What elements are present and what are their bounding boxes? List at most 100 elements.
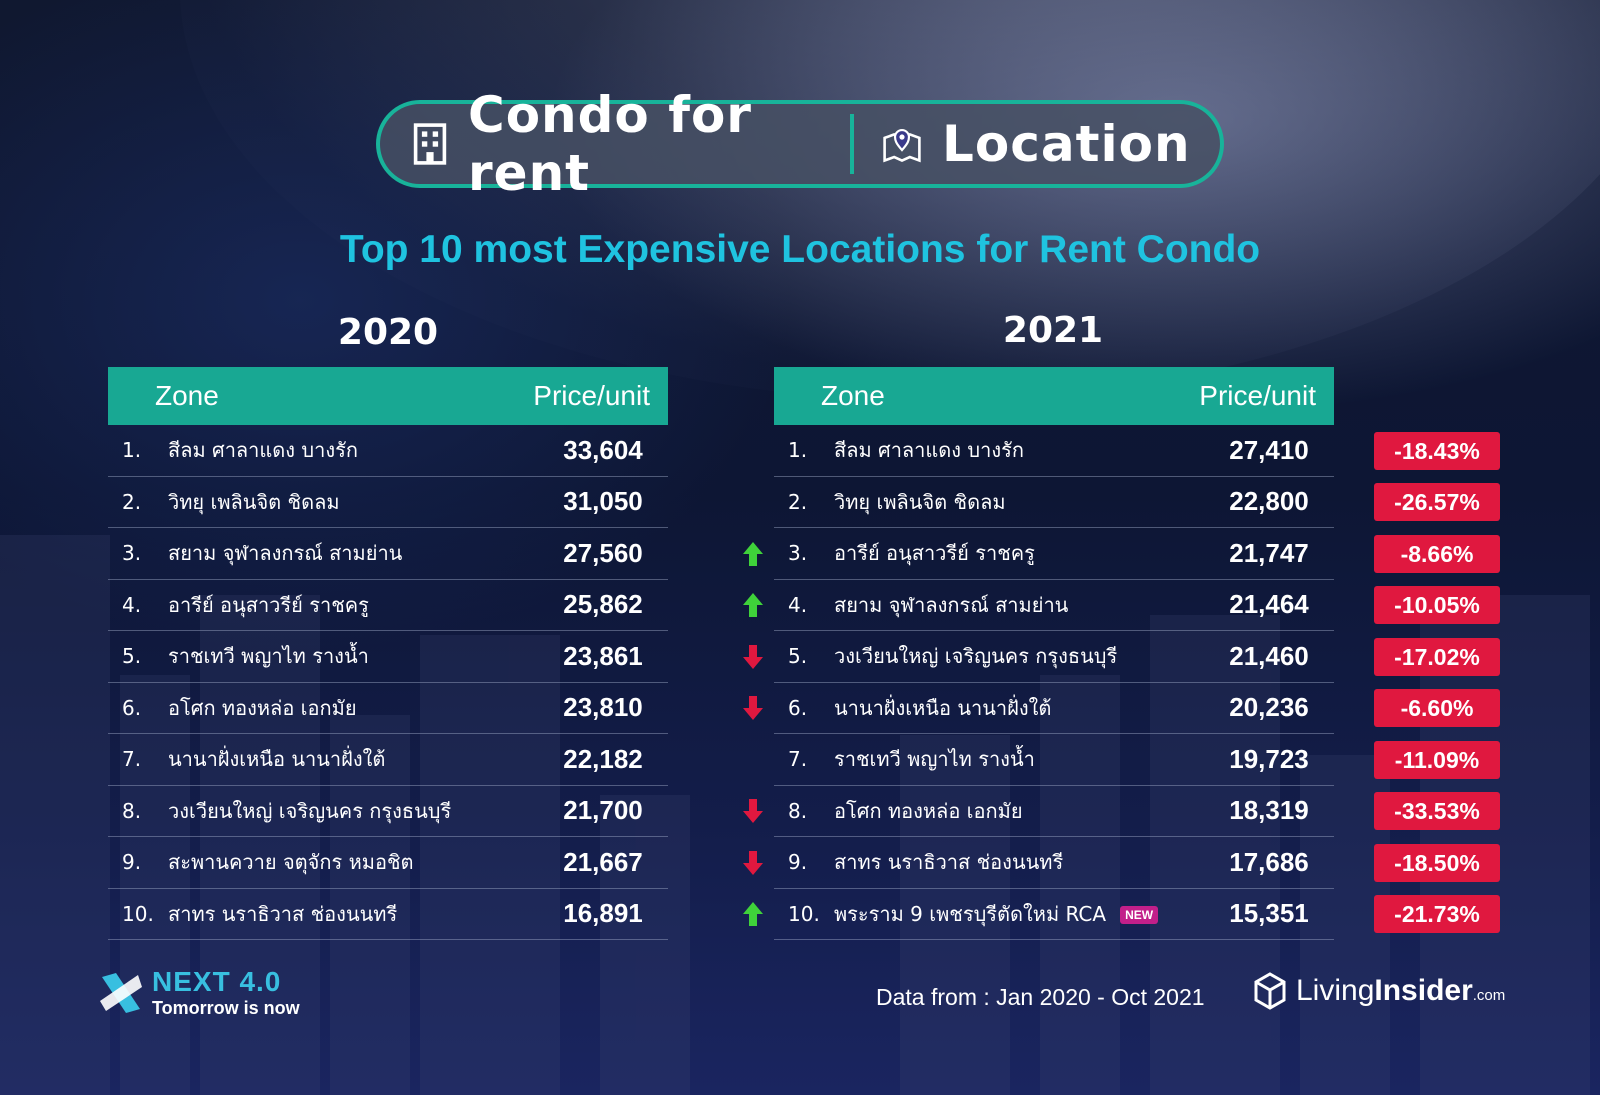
year-2020-label: 2020 [337,312,439,353]
rank-number: 5. [788,644,808,669]
header-left-title: Condo for rent [468,86,752,202]
rank-number: 7. [122,747,142,772]
rank-number: 9. [122,850,142,875]
table-row: 6. อโศก ทองหล่อ เอกมัย 23,810 [108,683,668,734]
building-icon [413,123,447,165]
arrow-up-icon [738,580,768,632]
table-row: 2. วิทยุ เพลินจิต ชิดลม 22,800 [774,477,1334,528]
zone-name: สาทร นราธิวาส ช่องนนทรี [834,850,1064,875]
header-pill: Condo for rent Location [376,86,1224,202]
subtitle: Top 10 most Expensive Locations for Rent… [339,228,1261,271]
zone-name: สะพานควาย จตุจักร หมอชิต [168,850,414,875]
price-value: 15,351 [1229,898,1309,929]
change-badges: -18.43% -26.57% -8.66% -10.05% -17.02% -6.60%… [1374,425,1500,940]
table-row: 8. วงเวียนใหญ่ เจริญนคร กรุงธนบุรี 21,700 [108,786,668,837]
table-row: 7. ราชเทวี พญาไท รางน้ำ 19,723 [774,734,1334,786]
arrow-empty [738,734,768,786]
change-badge: -18.50% [1374,837,1500,889]
price-value: 23,810 [563,692,643,723]
change-badge: -11.09% [1374,734,1500,786]
arrow-down-icon [738,837,768,889]
table-2020-header: Zone Price/unit [108,367,668,425]
change-value: -8.66% [1374,534,1500,573]
table-row: 5. ราชเทวี พญาไท รางน้ำ 23,861 [108,631,668,683]
rank-number: 3. [122,541,142,566]
table-row: 10. พระราม 9 เพชรบุรีตัดใหม่ RCA NEW 15,351 [774,889,1334,940]
map-pin-icon [883,129,921,163]
table-row: 2. วิทยุ เพลินจิต ชิดลม 31,050 [108,477,668,528]
rank-number: 6. [122,695,142,720]
next-subtitle: Tomorrow is now [152,998,300,1018]
price-value: 25,862 [563,589,643,620]
zone-name: อารีย์ อนุสาวรีย์ ราชครู [168,592,369,617]
change-badge: -21.73% [1374,889,1500,941]
rank-number: 8. [122,798,142,823]
table-row: 3. อารีย์ อนุสาวรีย์ ราชครู 21,747 [774,528,1334,580]
rank-number: 5. [122,644,142,669]
table-row: 3. สยาม จุฬาลงกรณ์ สามย่าน 27,560 [108,528,668,580]
livinginsider-cube-icon [1254,972,1286,1010]
arrow-down-icon [738,683,768,735]
zone-name: วิทยุ เพลินจิต ชิดลม [834,489,1006,514]
zone-name: สยาม จุฬาลงกรณ์ สามย่าน [168,541,403,566]
arrow-up-icon [738,528,768,580]
zone-name: วงเวียนใหญ่ เจริญนคร กรุงธนบุรี [168,798,452,823]
rank-number: 1. [788,438,808,463]
change-value: -21.73% [1374,895,1500,934]
zone-name: วงเวียนใหญ่ เจริญนคร กรุงธนบุรี [834,644,1118,669]
table-row: 7. นานาฝั่งเหนือ นานาฝั่งใต้ 22,182 [108,734,668,786]
table-row: 10. สาทร นราธิวาส ช่องนนทรี 16,891 [108,889,668,940]
price-value: 17,686 [1229,846,1309,877]
rank-number: 10. [788,901,820,926]
price-value: 23,861 [563,640,643,671]
new-badge: NEW [1120,906,1159,925]
zone-name: ราชเทวี พญาไท รางน้ำ [834,747,1035,772]
zone-name: สาทร นราธิวาส ช่องนนทรี [168,901,398,926]
zone-name: สีลม ศาลาแดง บางรัก [168,438,358,463]
rank-number: 1. [122,438,142,463]
price-value: 33,604 [563,434,643,465]
rank-number: 4. [788,592,808,617]
zone-name: นานาฝั่งเหนือ นานาฝั่งใต้ [834,695,1052,720]
change-badge: -8.66% [1374,528,1500,580]
rank-number: 9. [788,850,808,875]
zone-name: พระราม 9 เพชรบุรีตัดใหม่ RCA NEW [834,898,1204,930]
zone-name: ราชเทวี พญาไท รางน้ำ [168,644,369,669]
change-value: -33.53% [1374,792,1500,831]
table-row: 6. นานาฝั่งเหนือ นานาฝั่งใต้ 20,236 [774,683,1334,734]
arrow-empty [738,425,768,477]
next-x-icon [100,972,142,1013]
zone-name: วิทยุ เพลินจิต ชิดลม [168,489,340,514]
change-badge: -17.02% [1374,631,1500,683]
rank-number: 8. [788,798,808,823]
change-badge: -6.60% [1374,683,1500,735]
year-2021-label: 2021 [1002,310,1104,351]
change-badge: -18.43% [1374,425,1500,477]
price-value: 20,236 [1229,692,1309,723]
price-value: 21,464 [1229,589,1309,620]
table-2021: Zone Price/unit 1. สีลม ศาลาแดง บางรัก 27,… [774,367,1334,940]
change-value: -11.09% [1374,740,1500,779]
price-value: 21,460 [1229,640,1309,671]
col-zone-header: Zone [155,380,219,411]
price-value: 27,410 [1229,434,1309,465]
arrow-down-icon [738,786,768,838]
rank-number: 6. [788,695,808,720]
rank-number: 4. [122,592,142,617]
arrow-empty [738,477,768,529]
rank-number: 7. [788,747,808,772]
change-value: -18.50% [1374,843,1500,882]
zone-name: สีลม ศาลาแดง บางรัก [834,438,1024,463]
arrow-down-icon [738,631,768,683]
change-badge: -33.53% [1374,786,1500,838]
table-row: 5. วงเวียนใหญ่ เจริญนคร กรุงธนบุรี 21,460 [774,631,1334,683]
city-skyline [0,475,1600,1095]
arrow-up-icon [738,889,768,941]
rank-number: 2. [122,489,142,514]
change-badge: -26.57% [1374,477,1500,529]
price-value: 22,800 [1229,486,1309,517]
next-title: NEXT 4.0 [152,966,282,997]
table-row: 8. อโศก ทองหล่อ เอกมัย 18,319 [774,786,1334,837]
rank-number: 3. [788,541,808,566]
livinginsider-wordmark: LivingInsider.com [1296,974,1506,1007]
